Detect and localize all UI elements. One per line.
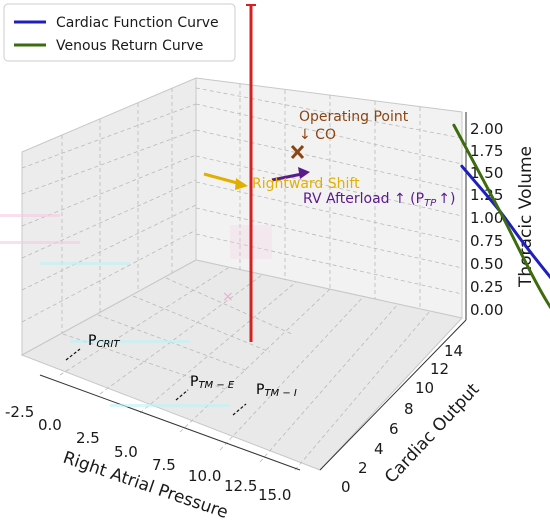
y-tick-label: 2 (358, 459, 368, 477)
y-tick-label: 14 (444, 342, 463, 360)
rightward-shift-arrow (203, 172, 248, 190)
p-tm-e-letter: P (190, 374, 198, 390)
p-tm-e-dash (175, 389, 189, 401)
p-tm-e-marker: PTM − E (175, 374, 235, 401)
ghost-pink-band-2 (0, 241, 80, 244)
grid-floor-x-3 (132, 295, 271, 353)
grid-z-right-4 (195, 155, 463, 217)
p-tm-i-marker: PTM − I (232, 382, 297, 416)
rv-afterload-subscript: TP (424, 198, 437, 209)
z-axis-title: Thoracic Volume (516, 146, 536, 288)
p-tm-e-subscript: TM − E (198, 380, 234, 391)
ghost-cross-mark: × (222, 289, 234, 305)
x-tick-label: 5.0 (114, 443, 138, 461)
rightward-shift-arrow-shaft (203, 172, 242, 186)
z-tick-label: 0.00 (470, 301, 503, 319)
grid-z-left-3 (21, 179, 197, 259)
p-crit-dash (65, 348, 81, 361)
grid-floor-y-1 (59, 267, 229, 376)
x-tick-label: 2.5 (76, 429, 100, 447)
p-tm-i-subscript: TM − I (264, 388, 296, 399)
grid-floor-x-1 (62, 333, 226, 390)
grid-z-left-1 (21, 229, 197, 323)
z-tick-label: 0.50 (470, 255, 503, 273)
y-tick-label: 8 (404, 400, 414, 418)
z-tick-label: 2.00 (470, 120, 503, 138)
x-tick-label: 7.5 (152, 456, 176, 474)
z-tick-label: 1.00 (470, 209, 503, 227)
grid-z-right-7 (195, 87, 463, 139)
rv-afterload-arrow (271, 167, 310, 182)
cardiac-function-curve (460, 164, 550, 280)
x-tick-label: 12.5 (224, 477, 257, 495)
x-axis-line (39, 374, 301, 471)
z-tick-label: 1.75 (470, 142, 503, 160)
x-tick-label: -2.5 (5, 403, 34, 421)
grid-floor-y-3 (139, 281, 297, 414)
z-tick-label: 0.25 (470, 278, 503, 296)
ghost-cyan-band-3 (110, 404, 230, 407)
axis-panes (20, 77, 463, 471)
rightward-shift-label: Rightward Shift (252, 176, 360, 192)
y-tick-label: 4 (374, 440, 384, 458)
grid-floor-y-2 (99, 274, 263, 395)
rv-afterload-arrow-shaft (271, 172, 303, 182)
p-tm-e-label: PTM − E (190, 374, 235, 391)
grid-z-left-5 (21, 129, 197, 195)
ghost-cyan-band-1 (40, 262, 130, 265)
x-tick-label: 10.0 (188, 467, 221, 485)
x-tick-labels: -2.5 0.0 2.5 5.0 7.5 10.0 12.5 15.0 (5, 403, 291, 504)
floor-pane (20, 259, 463, 471)
operating-point-marker (290, 144, 305, 160)
z-tick-labels: 0.00 0.25 0.50 0.75 1.00 1.25 1.50 1.75 … (470, 120, 503, 319)
y-tick-label: 0 (341, 478, 351, 496)
p-tm-i-dash (232, 403, 247, 416)
grid-floor-y-5 (219, 295, 365, 451)
y-tick-label: 12 (430, 360, 449, 378)
y-axis-line (319, 319, 467, 471)
y-tick-label: 6 (389, 420, 399, 438)
legend-label-venous: Venous Return Curve (56, 38, 203, 54)
p-crit-subscript: CRIT (96, 339, 120, 350)
rightward-shift-arrow-head (235, 178, 248, 190)
ghost-cyan-band-2 (70, 340, 190, 343)
series-layer (452, 123, 550, 310)
legend: Cardiac Function Curve Venous Return Cur… (3, 3, 236, 62)
grid-lines (21, 84, 463, 471)
ghost-layer: × (0, 214, 272, 407)
rv-afterload-arrow-head (298, 167, 310, 179)
z-tick-label: 0.75 (470, 232, 503, 250)
p-crit-label: PCRIT (88, 333, 120, 350)
p-tm-i-label: PTM − I (256, 382, 297, 399)
p-crit-letter: P (88, 333, 96, 349)
venous-return-curve (452, 123, 550, 310)
operating-point-label: Operating Point (299, 109, 409, 125)
rv-afterload-label: RV Afterload ↑ (PTP ↑) (303, 191, 455, 209)
grid-z-right-1 (195, 233, 463, 295)
operating-point-x-stroke-2 (290, 144, 305, 160)
legend-box (3, 3, 236, 62)
rv-afterload-suffix: ↑) (438, 191, 455, 207)
p-tm-i-letter: P (256, 382, 264, 398)
y-tick-labels: 0 2 4 6 8 10 12 14 (341, 342, 463, 496)
grid-floor-x-4 (165, 277, 293, 335)
x-tick-label: 0.0 (38, 416, 62, 434)
grid-z-left-6 (21, 103, 197, 169)
ghost-pink-band-1 (0, 214, 60, 217)
rv-afterload-text: RV Afterload ↑ (P (303, 191, 424, 207)
x-tick-label: 15.0 (258, 486, 291, 504)
grid-z-left-2 (21, 204, 197, 291)
legend-label-cardiac: Cardiac Function Curve (56, 15, 219, 31)
y-tick-label: 10 (415, 379, 434, 397)
p-crit-marker: PCRIT (65, 333, 120, 361)
decreased-co-label: ↓ CO (299, 127, 336, 143)
